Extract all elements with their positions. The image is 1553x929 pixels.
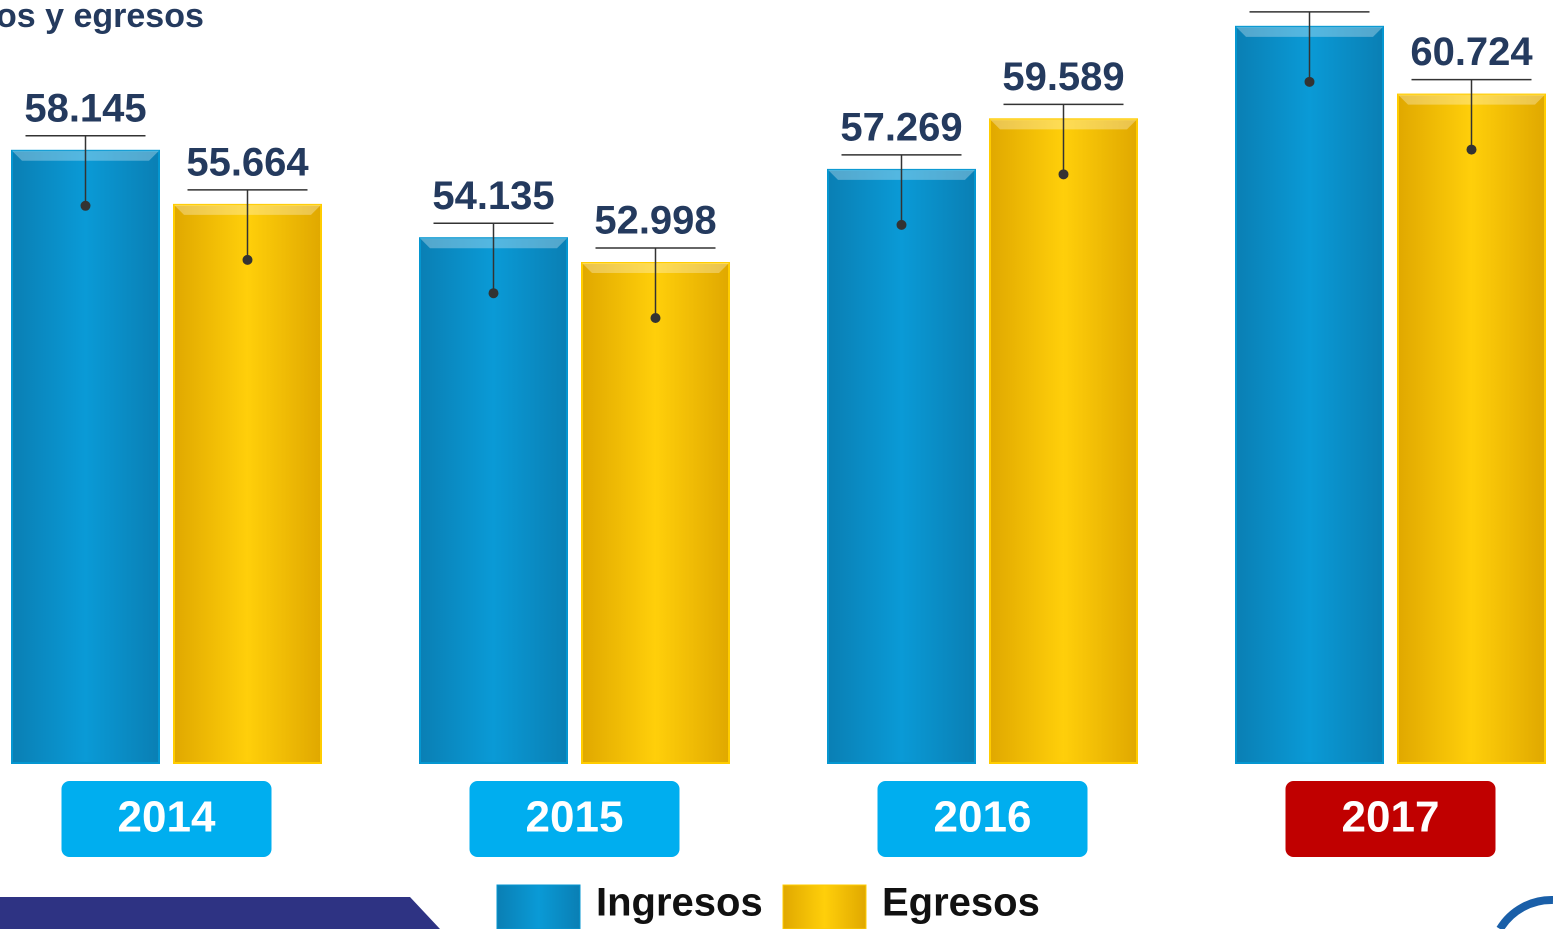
- value-label: 59.589: [1002, 55, 1124, 99]
- category-label: 2015: [526, 793, 624, 842]
- legend-label: Ingresos: [596, 881, 763, 925]
- category-label: 2017: [1342, 793, 1440, 842]
- category-box: [469, 781, 680, 857]
- leader-dot: [1304, 76, 1315, 87]
- value-label: 60.724: [1410, 30, 1533, 74]
- bar: [11, 149, 160, 764]
- leader-dot: [488, 288, 499, 299]
- chart-title: os y egresos: [0, 0, 204, 35]
- category-box: [61, 781, 272, 857]
- value-label: 52.998: [594, 199, 716, 243]
- value-label: 54.135: [432, 174, 554, 218]
- bar: [989, 118, 1138, 764]
- leader-dot: [80, 200, 91, 211]
- logo-fragment: [1496, 895, 1553, 929]
- leader-dot: [1466, 144, 1477, 155]
- bar: [419, 237, 568, 765]
- bar: [173, 203, 322, 764]
- category-box: [877, 781, 1088, 857]
- bar: [827, 168, 976, 764]
- leader-dot: [650, 313, 661, 323]
- legend-swatch: [782, 884, 867, 929]
- category-label: 2014: [118, 793, 216, 842]
- category-box: [1285, 781, 1496, 857]
- leader-dot: [896, 219, 907, 230]
- leader-dot: [1058, 169, 1069, 180]
- category-label: 2016: [934, 793, 1032, 842]
- bar: [1397, 93, 1546, 765]
- bar: [581, 262, 730, 764]
- value-label: 57.269: [840, 105, 962, 149]
- leader-dot: [242, 254, 253, 265]
- value-label: 63.832: [1248, 0, 1370, 6]
- legend-swatch: [496, 884, 581, 929]
- legend-label: Egresos: [882, 881, 1040, 925]
- footer-band: [0, 897, 440, 929]
- value-label: 55.664: [186, 140, 309, 184]
- bar: [1235, 25, 1384, 765]
- value-label: 58.145: [24, 86, 146, 130]
